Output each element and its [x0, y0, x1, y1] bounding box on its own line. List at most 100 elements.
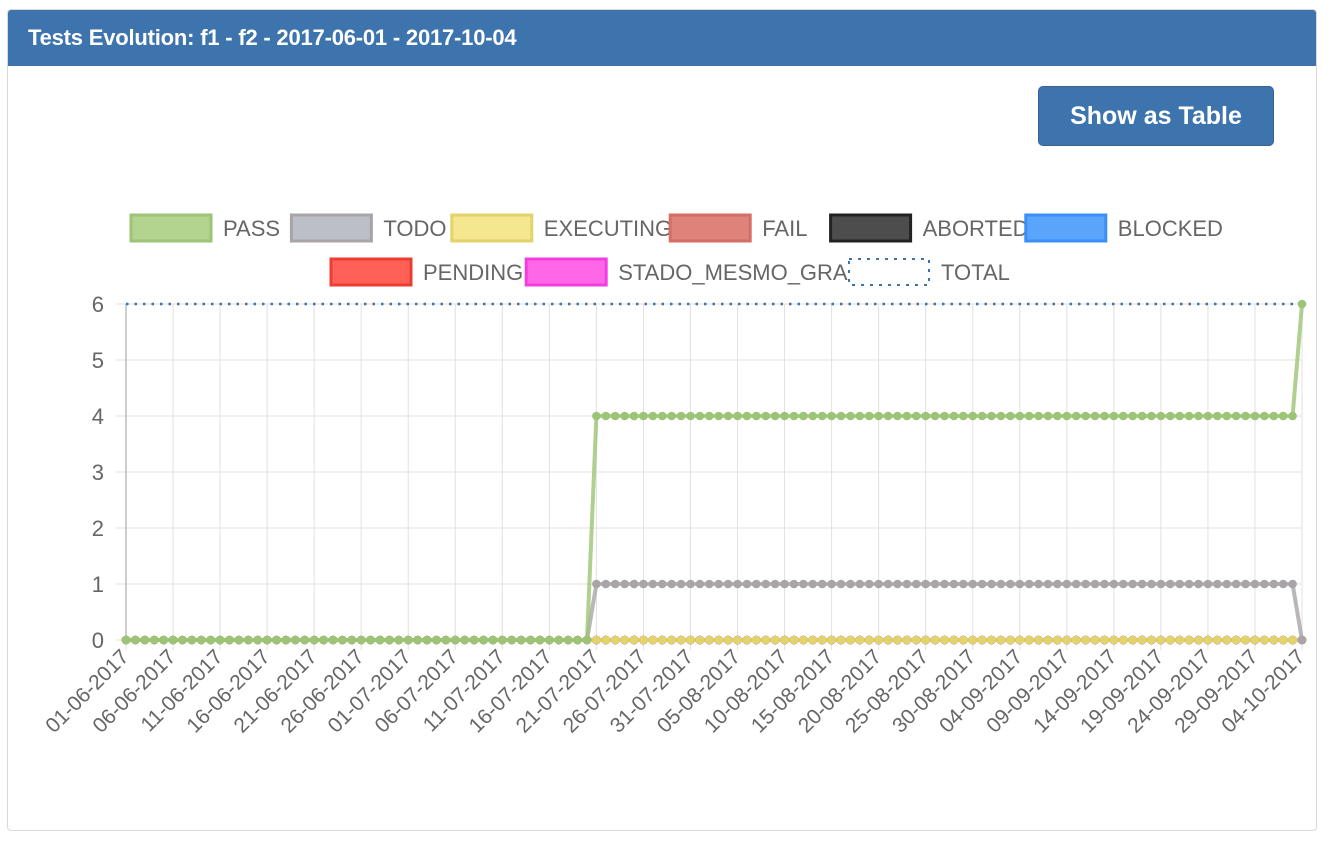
point-todo — [996, 579, 1006, 589]
point-pass — [1100, 411, 1109, 421]
point-pass — [902, 411, 912, 421]
point-pass — [1137, 411, 1147, 421]
point-pass — [582, 635, 592, 645]
point-todo — [1184, 579, 1194, 589]
point-pass — [498, 635, 507, 645]
point-executing — [752, 635, 761, 645]
point-todo — [1269, 579, 1279, 589]
point-pass — [516, 635, 526, 645]
point-pass — [422, 635, 432, 645]
point-todo — [1118, 579, 1128, 589]
point-pass — [629, 411, 639, 421]
point-pass — [1222, 411, 1232, 421]
point-pass — [328, 635, 338, 645]
point-executing — [902, 635, 912, 645]
point-pass — [488, 635, 498, 645]
point-pass — [225, 635, 234, 645]
point-executing — [601, 635, 611, 645]
point-executing — [977, 635, 987, 645]
point-todo — [1250, 579, 1260, 589]
point-todo — [827, 579, 836, 589]
point-executing — [959, 635, 968, 645]
point-pass — [996, 411, 1006, 421]
point-todo — [705, 579, 714, 589]
point-pass — [883, 411, 893, 421]
point-todo — [610, 579, 620, 589]
tests-evolution-panel: Tests Evolution: f1 - f2 - 2017-06-01 - … — [7, 9, 1317, 831]
legend-label-aborted: ABORTED — [923, 216, 1029, 241]
point-pass — [789, 411, 799, 421]
point-todo — [1156, 579, 1166, 589]
legend-label-total: TOTAL — [941, 260, 1010, 285]
point-todo — [667, 579, 676, 589]
point-todo — [940, 579, 949, 589]
point-pass — [864, 411, 874, 421]
point-todo — [987, 579, 996, 589]
point-executing — [864, 635, 874, 645]
point-pass — [1118, 411, 1128, 421]
legend-swatch-pending — [329, 257, 413, 287]
point-executing — [996, 635, 1006, 645]
point-pass — [1260, 411, 1269, 421]
point-pass — [846, 411, 855, 421]
legend-label-executing: EXECUTING — [544, 216, 672, 241]
point-executing — [789, 635, 799, 645]
point-pass — [836, 411, 846, 421]
point-executing — [1147, 635, 1156, 645]
point-executing — [874, 635, 883, 645]
point-pass — [977, 411, 987, 421]
point-executing — [1128, 635, 1137, 645]
point-pass — [272, 635, 281, 645]
point-executing — [836, 635, 846, 645]
point-executing — [629, 635, 639, 645]
point-executing — [639, 635, 648, 645]
point-todo — [1297, 635, 1307, 645]
point-todo — [1260, 579, 1269, 589]
y-tick-label: 3 — [92, 460, 104, 485]
point-pass — [959, 411, 968, 421]
point-todo — [799, 579, 808, 589]
point-pass — [234, 635, 244, 645]
point-pass — [723, 411, 733, 421]
point-pass — [450, 635, 460, 645]
point-todo — [1109, 579, 1119, 589]
point-todo — [1288, 579, 1297, 589]
point-todo — [601, 579, 611, 589]
legend-swatch-fail — [668, 213, 752, 243]
point-executing — [1081, 635, 1090, 645]
show-as-table-button[interactable]: Show as Table — [1038, 86, 1274, 146]
legend-swatch-todo — [289, 213, 373, 243]
point-todo — [902, 579, 912, 589]
point-pass — [168, 635, 178, 645]
point-pass — [338, 635, 347, 645]
point-executing — [1053, 635, 1062, 645]
point-pass — [799, 411, 808, 421]
point-pass — [554, 635, 564, 645]
point-executing — [1175, 635, 1184, 645]
point-pass — [244, 635, 253, 645]
point-pass — [309, 635, 319, 645]
point-pass — [469, 635, 479, 645]
point-todo — [752, 579, 761, 589]
point-todo — [1006, 579, 1015, 589]
point-executing — [1241, 635, 1250, 645]
point-executing — [723, 635, 733, 645]
point-executing — [1109, 635, 1119, 645]
point-pass — [695, 411, 705, 421]
point-pass — [131, 635, 140, 645]
point-todo — [1278, 579, 1288, 589]
point-pass — [573, 635, 582, 645]
point-pass — [893, 411, 902, 421]
point-pass — [262, 635, 272, 645]
point-pass — [507, 635, 517, 645]
point-pass — [1156, 411, 1166, 421]
point-todo — [930, 579, 940, 589]
point-executing — [1090, 635, 1100, 645]
point-executing — [921, 635, 930, 645]
point-pass — [714, 411, 724, 421]
point-pass — [780, 411, 789, 421]
point-executing — [799, 635, 808, 645]
point-todo — [1194, 579, 1203, 589]
point-executing — [1071, 635, 1081, 645]
